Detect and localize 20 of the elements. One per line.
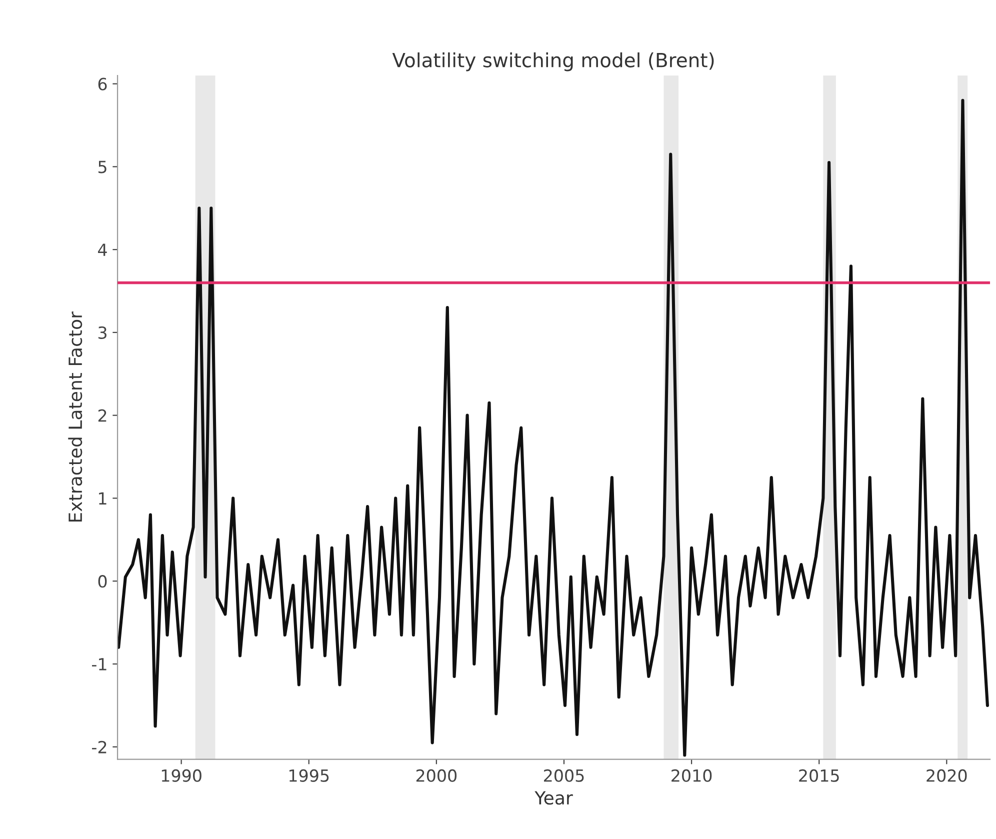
y-tick-label: 3 xyxy=(98,326,106,340)
x-tick-label: 2005 xyxy=(544,769,584,782)
x-axis-title: Year xyxy=(534,791,573,805)
y-tick-label: 6 xyxy=(98,78,107,90)
y-tick-label: 1 xyxy=(99,492,106,505)
chart-title: Volatility switching model (Brent) xyxy=(392,52,714,72)
x-tick-label: 2020 xyxy=(926,769,967,782)
x-tick-label: 2010 xyxy=(672,769,712,782)
x-tick-label: 1995 xyxy=(289,769,329,782)
y-axis-title: Extracted Latent Factor xyxy=(68,311,82,522)
y-tick-label: 2 xyxy=(98,409,106,422)
y-tick-label: 5 xyxy=(98,160,106,174)
x-tick-label: 2015 xyxy=(799,769,839,782)
y-tick-label: 0 xyxy=(98,575,107,588)
y-tick-label: 4 xyxy=(98,244,107,256)
x-tick-label: 1990 xyxy=(162,769,202,782)
x-tick-label: 2000 xyxy=(416,769,457,782)
y-tick-label: -1 xyxy=(92,658,106,670)
line-series xyxy=(118,98,990,757)
y-tick-label: -2 xyxy=(92,740,106,754)
